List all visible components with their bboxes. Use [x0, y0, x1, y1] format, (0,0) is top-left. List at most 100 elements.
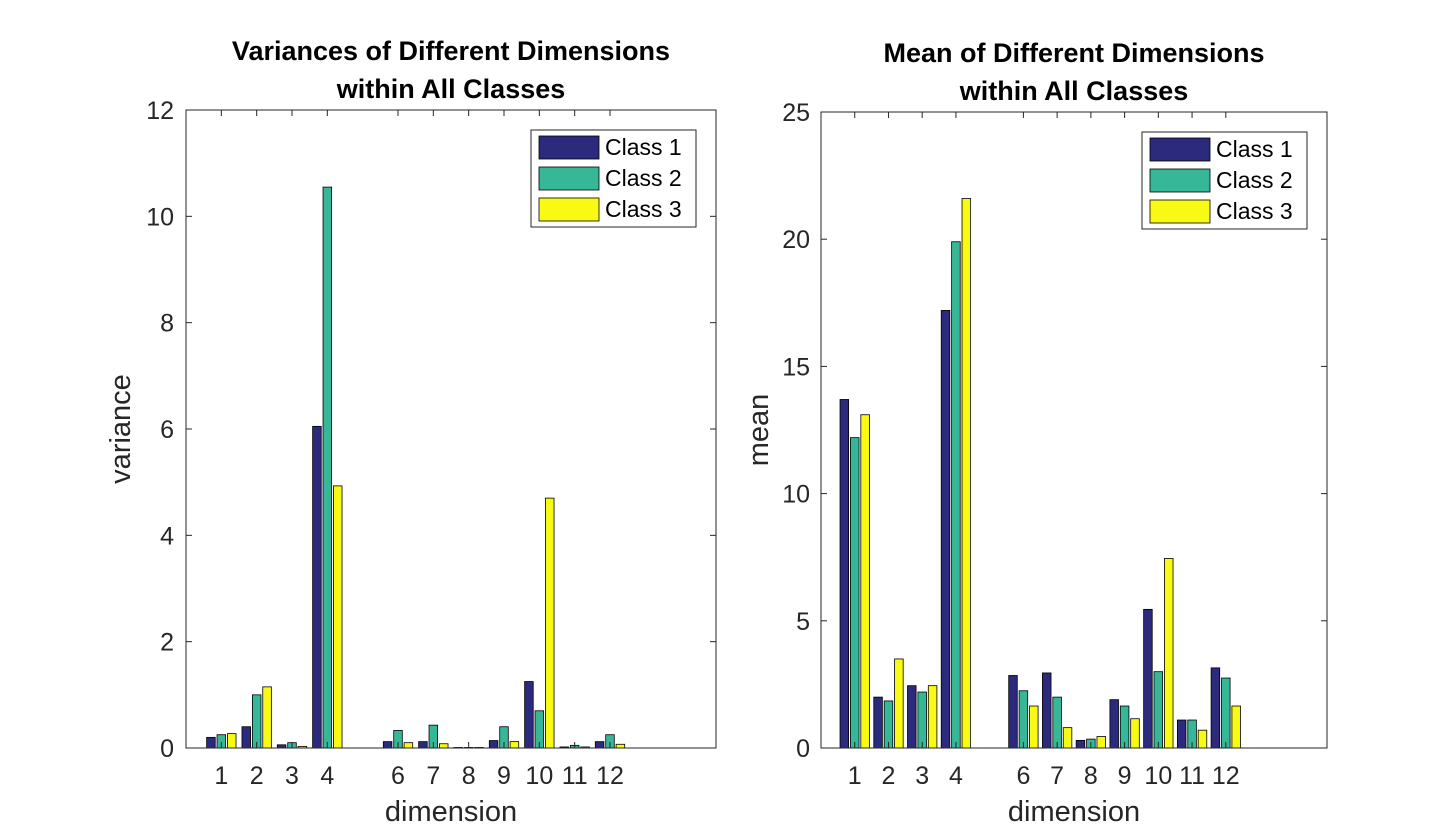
- bar-class-1-dim-10: [1143, 608, 1153, 749]
- y-tick-label: 10: [782, 481, 810, 509]
- bar-class-1-dim-10: [524, 681, 534, 749]
- x-axis-label: dimension: [385, 796, 517, 828]
- y-tick-label: 0: [796, 735, 810, 763]
- y-tick-label: 2: [160, 629, 174, 657]
- y-axis-label: variance: [105, 374, 137, 484]
- legend-label-class-1: Class 1: [1216, 136, 1293, 162]
- bar-class-3-dim-8: [1096, 736, 1106, 749]
- y-tick-label: 10: [146, 203, 174, 231]
- x-tick-label: 8: [1084, 762, 1098, 790]
- x-tick-label: 6: [1016, 762, 1030, 790]
- bar-class-2-dim-7: [1052, 696, 1062, 749]
- bar-class-1-dim-4: [312, 425, 322, 749]
- bar-class-3-dim-7: [1062, 727, 1073, 749]
- bar-class-3-dim-2: [262, 686, 272, 749]
- bar-class-3-dim-6: [1029, 705, 1039, 749]
- legend-swatch-class-2: [1149, 168, 1211, 193]
- y-tick-label: 8: [160, 310, 174, 338]
- x-tick-label: 1: [214, 762, 228, 790]
- x-tick-label: 9: [1118, 762, 1132, 790]
- bar-class-2-dim-4: [951, 241, 961, 749]
- bar-class-3-dim-1: [860, 414, 870, 749]
- legend-label-class-2: Class 2: [605, 165, 682, 191]
- bar-class-1-dim-9: [488, 740, 499, 749]
- bar-class-1-dim-4: [940, 310, 951, 749]
- bar-class-3-dim-6: [403, 742, 414, 749]
- bar-class-1-dim-3: [907, 685, 917, 749]
- y-tick-label: 0: [160, 735, 174, 763]
- bar-class-2-dim-1: [850, 437, 860, 749]
- legend-swatch-class-2: [538, 166, 600, 191]
- legend-label-class-3: Class 3: [1216, 198, 1293, 224]
- legend-swatch-class-1: [538, 135, 600, 160]
- bar-class-3-dim-10: [1164, 558, 1174, 749]
- axes-box: [820, 111, 1328, 749]
- y-tick-label: 12: [146, 97, 174, 125]
- bar-class-1-dim-6: [382, 741, 393, 749]
- y-tick-label: 4: [160, 522, 174, 550]
- y-tick-label: 15: [782, 353, 810, 381]
- bar-class-1-dim-7: [418, 741, 428, 749]
- x-tick-label: 9: [497, 762, 511, 790]
- bar-class-3-dim-1: [227, 733, 237, 749]
- bar-class-3-dim-11: [1197, 729, 1208, 749]
- bar-class-3-dim-9: [509, 741, 520, 749]
- bar-class-1-dim-12: [1210, 667, 1221, 749]
- bar-class-2-dim-3: [917, 691, 927, 749]
- legend-swatch-class-3: [538, 197, 600, 222]
- bar-class-3-dim-12: [1231, 705, 1241, 749]
- y-tick-label: 20: [782, 226, 810, 254]
- bar-class-3-dim-7: [439, 743, 449, 749]
- y-tick-label: 6: [160, 416, 174, 444]
- bar-class-3-dim-3: [927, 685, 938, 749]
- bar-class-3-dim-10: [545, 497, 555, 749]
- bar-class-1-dim-12: [594, 741, 605, 749]
- x-tick-label: 1: [848, 762, 862, 790]
- legend-label-class-3: Class 3: [605, 196, 682, 222]
- x-tick-label: 3: [285, 762, 299, 790]
- bar-class-2-dim-12: [1221, 677, 1231, 749]
- x-tick-label: 11: [562, 762, 588, 790]
- bar-class-3-dim-12: [615, 743, 626, 749]
- bar-class-1-dim-1: [206, 736, 216, 749]
- chart-title-line-2: within All Classes: [336, 74, 566, 104]
- x-tick-label: 4: [320, 762, 334, 790]
- bar-class-3-dim-2: [894, 658, 904, 749]
- x-tick-label: 11: [1179, 762, 1205, 790]
- chart-title-line-1: Variances of Different Dimensions: [232, 36, 670, 66]
- bar-class-3-dim-9: [1130, 718, 1140, 749]
- bar-class-3-dim-4: [333, 485, 343, 749]
- chart-title-line-2: within All Classes: [959, 76, 1189, 106]
- x-tick-label: 6: [391, 762, 405, 790]
- bar-class-2-dim-2: [883, 700, 894, 749]
- bar-class-2-dim-4: [322, 186, 333, 749]
- bar-class-2-dim-9: [1119, 705, 1130, 749]
- bar-class-3-dim-4: [961, 198, 972, 749]
- x-axis-label: dimension: [1008, 796, 1140, 828]
- legend-label-class-1: Class 1: [605, 134, 682, 160]
- bar-class-2-dim-10: [1153, 671, 1164, 749]
- x-tick-label: 10: [1144, 762, 1172, 790]
- x-tick-label: 4: [949, 762, 963, 790]
- x-tick-label: 12: [596, 762, 624, 790]
- bar-class-1-dim-11: [1176, 719, 1187, 749]
- legend-label-class-2: Class 2: [1216, 167, 1293, 193]
- legend-swatch-class-1: [1149, 137, 1211, 162]
- x-tick-label: 7: [426, 762, 440, 790]
- bar-class-1-dim-8: [1075, 739, 1086, 749]
- x-tick-label: 2: [882, 762, 896, 790]
- bar-class-1-dim-9: [1109, 699, 1119, 749]
- x-tick-label: 12: [1212, 762, 1240, 790]
- bar-class-1-dim-2: [873, 696, 883, 749]
- bar-class-1-dim-7: [1042, 672, 1052, 749]
- y-axis-label: mean: [743, 394, 775, 467]
- x-tick-label: 10: [525, 762, 553, 790]
- bar-class-2-dim-2: [251, 694, 262, 749]
- x-tick-label: 3: [915, 762, 929, 790]
- chart-title-line-1: Mean of Different Dimensions: [883, 38, 1264, 68]
- x-tick-label: 8: [462, 762, 476, 790]
- y-tick-label: 25: [782, 99, 810, 127]
